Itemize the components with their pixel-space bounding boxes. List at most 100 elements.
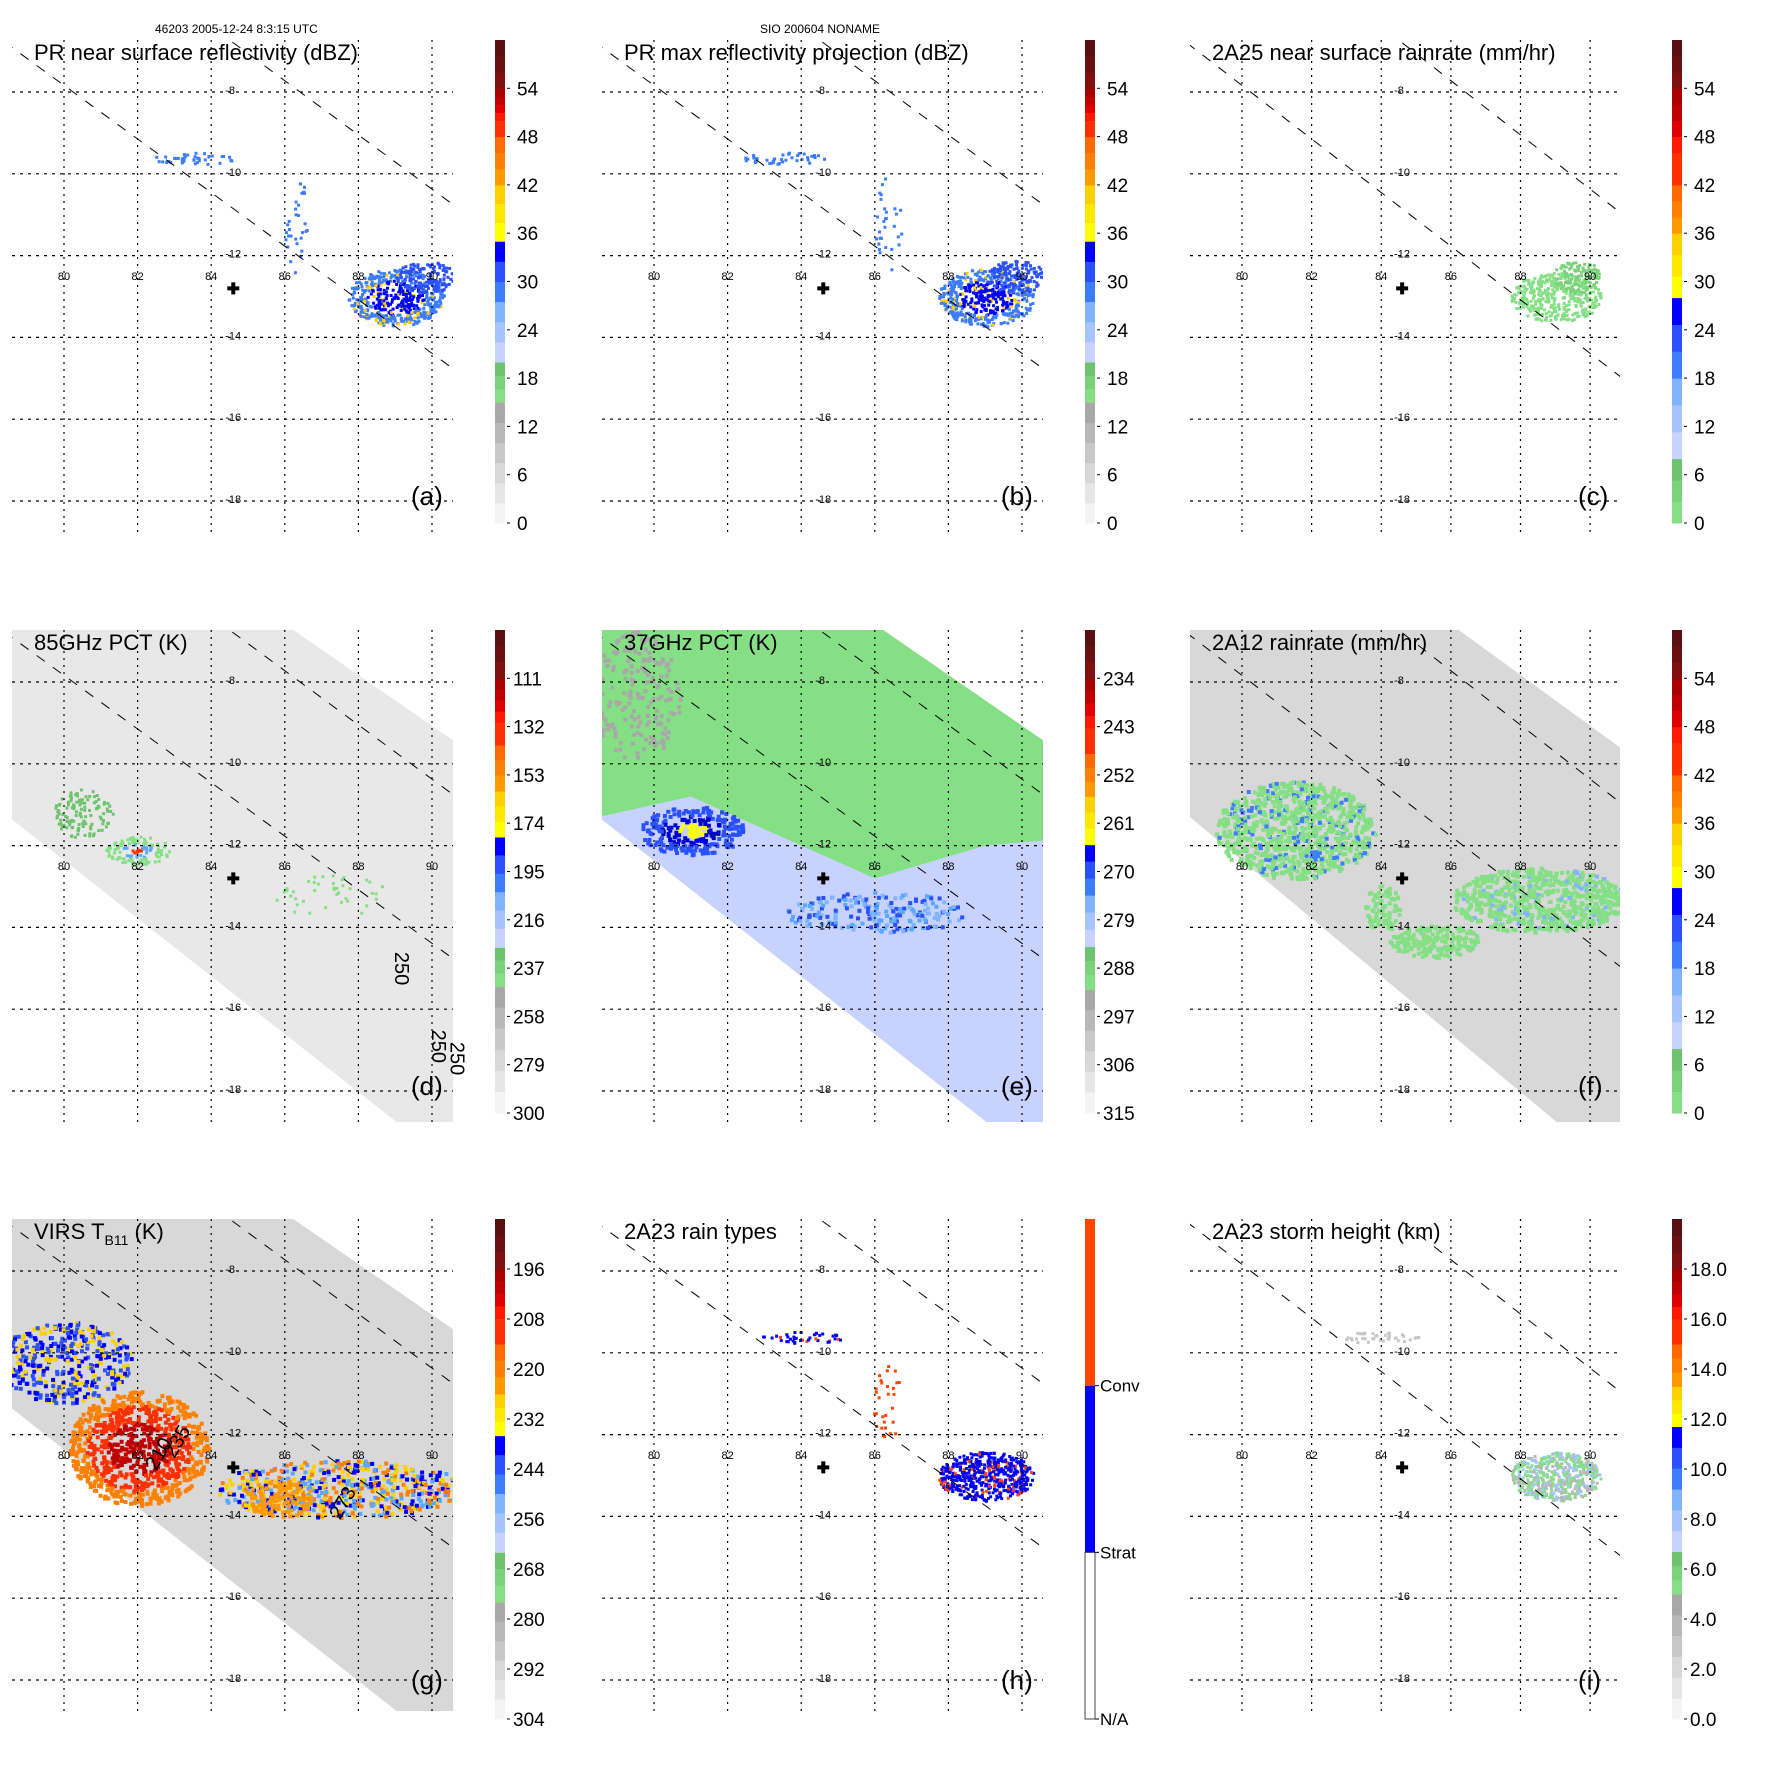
echo-cell xyxy=(421,277,425,281)
rain-cell xyxy=(1516,910,1521,915)
rain-cell xyxy=(1598,912,1602,917)
pct-cell xyxy=(899,896,904,901)
pct-cell xyxy=(131,840,135,844)
echo-cell xyxy=(1015,292,1019,296)
pct-cell xyxy=(294,897,298,901)
pct-cell xyxy=(706,817,711,822)
pct-cell xyxy=(942,909,946,914)
rain-cell xyxy=(1540,913,1545,918)
rain-cell xyxy=(1521,874,1526,879)
echo-cell xyxy=(1006,313,1009,317)
echo-cell xyxy=(418,311,422,315)
pct-cell xyxy=(67,800,70,804)
echo-cell xyxy=(439,301,443,305)
rain-cell xyxy=(1595,281,1599,284)
rain-cell xyxy=(1459,893,1464,898)
rain-cell xyxy=(1567,277,1571,281)
lon-tick-label: 88 xyxy=(1514,271,1526,283)
echo-cell xyxy=(396,293,400,296)
rain-cell xyxy=(1329,829,1334,834)
pct-cell xyxy=(643,838,648,842)
rain-cell xyxy=(1555,268,1559,272)
echo-cell xyxy=(394,293,398,297)
pct-cell xyxy=(76,828,80,832)
pct-cell xyxy=(94,800,98,803)
echo-cell xyxy=(899,208,903,212)
pct-cell xyxy=(610,724,615,729)
echo-cell xyxy=(432,307,436,311)
rain-cell xyxy=(1292,848,1297,853)
rain-cell xyxy=(1552,306,1556,310)
colorbar-swatch xyxy=(495,979,505,987)
colorbar-swatch xyxy=(1672,217,1682,226)
colorbar-swatch xyxy=(1085,442,1095,464)
echo-cell xyxy=(977,315,981,319)
colorbar-swatch xyxy=(495,160,505,170)
echo-cell xyxy=(410,287,413,291)
rain-cell xyxy=(1607,889,1612,894)
echo-cell xyxy=(377,300,381,304)
pct-cell xyxy=(86,798,90,802)
rain-cell xyxy=(1316,789,1321,793)
echo-cell xyxy=(439,305,443,309)
rain-cell xyxy=(1546,273,1550,277)
pct-cell xyxy=(709,833,714,838)
pct-cell xyxy=(722,818,727,823)
pct-cell xyxy=(78,813,82,817)
rain-cell xyxy=(1591,879,1596,884)
lon-tick-label: 86 xyxy=(1445,271,1457,283)
pct-cell xyxy=(803,903,808,908)
rain-cell xyxy=(1571,318,1575,322)
echo-cell xyxy=(403,322,407,326)
swath-f xyxy=(1190,630,1620,1122)
rain-cell xyxy=(1217,841,1222,846)
rain-cell xyxy=(1236,827,1240,832)
pct-cell xyxy=(78,803,82,807)
rain-cell xyxy=(1220,821,1225,826)
colorbar-swatch xyxy=(1085,646,1095,655)
colorbar-swatch xyxy=(495,341,505,363)
colorbar-swatch xyxy=(1085,40,1095,49)
pct-cell xyxy=(942,900,947,905)
echo-cell xyxy=(210,154,214,158)
echo-cell xyxy=(1010,302,1014,306)
pct-cell xyxy=(661,659,666,664)
rain-cell xyxy=(1234,807,1238,812)
echo-cell xyxy=(994,297,998,301)
echo-cell xyxy=(1013,298,1017,302)
echo-cell xyxy=(399,287,403,291)
colorbar-swatch xyxy=(1672,209,1682,218)
echo-cell xyxy=(984,317,987,321)
rain-cell xyxy=(1421,927,1426,932)
echo-cell xyxy=(410,310,414,314)
colorbar-tick-label: 30 xyxy=(1107,273,1128,294)
rain-cell xyxy=(1575,876,1580,881)
echo-cell xyxy=(948,300,952,304)
pct-cell xyxy=(724,839,729,844)
echo-cell xyxy=(1008,270,1012,274)
rain-cell xyxy=(1536,915,1541,920)
echo-cell xyxy=(356,302,360,306)
echo-cell xyxy=(413,281,417,285)
rain-cell xyxy=(1541,879,1546,884)
rain-cell xyxy=(1547,300,1551,304)
colorbar-swatch xyxy=(495,821,505,830)
pct-cell xyxy=(115,857,119,861)
echo-cell xyxy=(385,274,389,277)
rain-cell xyxy=(1538,886,1543,891)
echo-cell xyxy=(879,197,883,201)
echo-cell xyxy=(770,161,774,165)
echo-cell xyxy=(379,292,383,296)
rain-cell xyxy=(1271,859,1276,864)
echo-cell xyxy=(406,286,410,290)
pct-cell xyxy=(705,851,710,856)
colorbar-swatch xyxy=(1085,953,1095,962)
echo-cell xyxy=(438,300,442,304)
pct-cell xyxy=(130,836,134,840)
rain-cell xyxy=(1351,841,1356,846)
pct-cell xyxy=(137,849,141,853)
echo-cell xyxy=(944,307,948,311)
rain-cell xyxy=(1559,922,1564,927)
rain-cell xyxy=(1559,896,1564,901)
